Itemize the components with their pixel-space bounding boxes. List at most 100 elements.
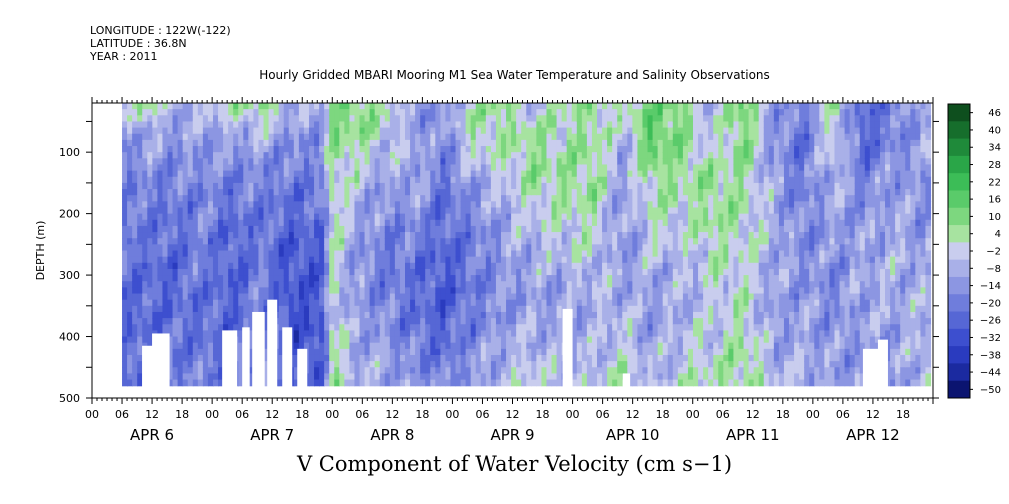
heatmap-cell — [521, 115, 527, 123]
heatmap-cell — [662, 256, 669, 264]
heatmap-cell — [384, 330, 391, 338]
heatmap-cell — [399, 250, 406, 258]
heatmap-cell — [511, 330, 517, 338]
heatmap-cell — [314, 367, 320, 375]
heatmap-cell — [470, 287, 477, 295]
heatmap-cell — [622, 361, 628, 368]
heatmap-cell — [652, 281, 659, 288]
heatmap-cell — [238, 207, 244, 215]
heatmap-cell — [556, 146, 563, 153]
heatmap-cell — [551, 115, 558, 123]
heatmap-cell — [541, 139, 548, 147]
heatmap-cell — [207, 305, 214, 313]
heatmap-cell — [430, 324, 436, 331]
heatmap-cell — [556, 379, 563, 387]
heatmap-cell — [132, 170, 138, 178]
heatmap-cell — [374, 324, 381, 331]
heatmap-cell — [197, 103, 204, 110]
heatmap-cell — [607, 225, 613, 233]
heatmap-cell — [394, 348, 401, 356]
heatmap-cell — [450, 275, 457, 282]
heatmap-cell — [485, 330, 492, 338]
heatmap-cell — [617, 225, 623, 233]
heatmap-cell — [147, 324, 153, 331]
heatmap-cell — [536, 109, 543, 116]
heatmap-cell — [445, 250, 452, 258]
heatmap-cell — [339, 305, 345, 313]
heatmap-cell — [617, 348, 623, 356]
heatmap-cell — [501, 238, 507, 245]
heatmap-cell — [319, 324, 325, 331]
heatmap-cell — [531, 189, 537, 196]
heatmap-cell — [607, 250, 613, 258]
heatmap-cell — [384, 299, 391, 307]
heatmap-cell — [187, 109, 194, 116]
heatmap-cell — [531, 336, 537, 344]
heatmap-cell — [238, 281, 244, 288]
heatmap-cell — [495, 207, 502, 215]
heatmap-cell — [405, 195, 411, 202]
heatmap-cell — [197, 330, 204, 338]
heatmap-cell — [192, 115, 199, 123]
heatmap-cell — [546, 139, 553, 147]
heatmap-cell — [465, 170, 472, 178]
heatmap-cell — [212, 299, 219, 307]
heatmap-cell — [182, 379, 189, 387]
heatmap-cell — [597, 244, 603, 252]
heatmap-cell — [197, 244, 204, 252]
heatmap-cell — [662, 379, 669, 387]
heatmap-cell — [278, 225, 285, 233]
heatmap-cell — [354, 232, 361, 239]
heatmap-cell — [480, 379, 487, 387]
heatmap-cell — [324, 367, 330, 375]
heatmap-cell — [384, 158, 391, 166]
heatmap-cell — [147, 158, 153, 166]
heatmap-cell — [389, 152, 396, 159]
heatmap-cell — [586, 324, 593, 331]
heatmap-cell — [420, 164, 426, 172]
heatmap-cell — [243, 250, 249, 258]
heatmap-cell — [197, 379, 204, 387]
heatmap-cell — [228, 133, 234, 141]
heatmap-cell — [536, 103, 543, 110]
heatmap-cell — [465, 244, 472, 252]
heatmap-cell — [339, 109, 345, 116]
heatmap-cell — [657, 109, 664, 116]
heatmap-cell — [364, 256, 371, 264]
heatmap-cell — [450, 373, 457, 381]
heatmap-cell — [132, 311, 138, 319]
heatmap-cell — [202, 103, 209, 110]
heatmap-cell — [197, 250, 204, 258]
heatmap-cell — [495, 348, 502, 356]
heatmap-cell — [622, 238, 628, 245]
heatmap-cell — [172, 318, 179, 325]
heatmap-cell — [657, 330, 664, 338]
heatmap-cell — [248, 201, 255, 209]
heatmap-cell — [197, 336, 204, 344]
heatmap-cell — [379, 238, 386, 245]
heatmap-cell — [450, 176, 457, 184]
heatmap-cell — [314, 170, 320, 178]
heatmap-cell — [637, 146, 644, 153]
heatmap-cell — [258, 232, 265, 239]
heatmap-cell — [445, 109, 452, 116]
heatmap-cell — [445, 311, 452, 319]
heatmap-cell — [531, 158, 537, 166]
heatmap-cell — [374, 213, 381, 221]
heatmap-cell — [283, 109, 290, 116]
heatmap-cell — [182, 189, 189, 196]
heatmap-cell — [501, 146, 507, 153]
heatmap-cell — [369, 330, 376, 338]
heatmap-cell — [303, 318, 310, 325]
heatmap-cell — [384, 121, 391, 129]
heatmap-cell — [556, 164, 563, 172]
heatmap-cell — [127, 256, 133, 264]
heatmap-cell — [334, 170, 340, 178]
heatmap-cell — [420, 293, 426, 301]
heatmap-cell — [425, 152, 431, 159]
heatmap-cell — [137, 109, 143, 116]
heatmap-cell — [561, 158, 568, 166]
heatmap-cell — [652, 133, 659, 141]
heatmap-cell — [359, 256, 366, 264]
heatmap-cell — [308, 238, 315, 245]
